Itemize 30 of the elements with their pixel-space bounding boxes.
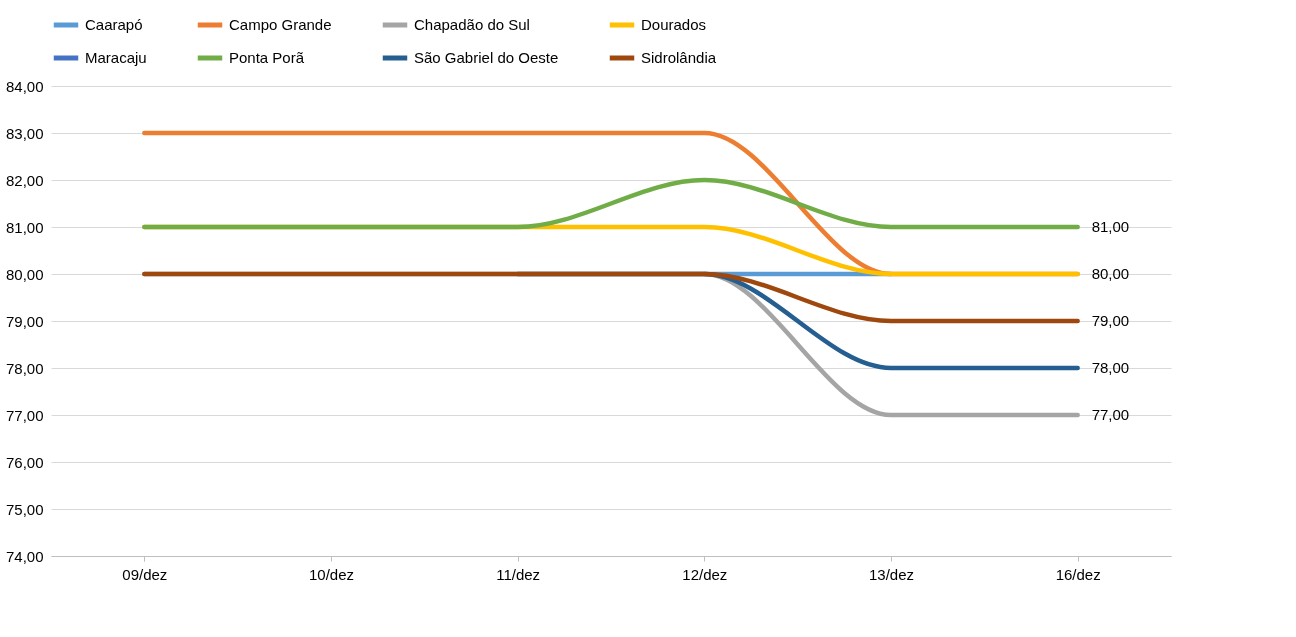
y-tick-label: 74,00 <box>5 547 44 565</box>
legend-label: Ponta Porã <box>229 49 305 66</box>
data-label: 81,00 <box>1091 218 1130 235</box>
legend-label: São Gabriel do Oeste <box>414 49 559 66</box>
x-tick-label: 09/dez <box>122 565 168 583</box>
data-label: 79,00 <box>1091 312 1130 329</box>
y-tick-label: 78,00 <box>5 359 44 377</box>
x-tick-label: 11/dez <box>496 565 541 583</box>
y-tick-label: 84,00 <box>5 77 44 95</box>
legend-label: Sidrolândia <box>641 49 717 66</box>
legend-label: Dourados <box>641 16 707 33</box>
legend-label: Caarapó <box>85 16 143 33</box>
x-tick-label: 13/dez <box>868 565 915 583</box>
y-tick-label: 75,00 <box>5 500 44 518</box>
x-tick-label: 12/dez <box>682 565 728 583</box>
y-tick-label: 82,00 <box>5 171 44 189</box>
y-tick-label: 77,00 <box>5 406 44 424</box>
legend-label: Maracaju <box>85 49 147 66</box>
data-label: 78,00 <box>1091 359 1130 376</box>
y-tick-label: 81,00 <box>5 218 44 236</box>
data-label: 80,00 <box>1091 265 1130 282</box>
data-label: 77,00 <box>1091 406 1130 423</box>
x-tick-label: 16/dez <box>1055 565 1101 583</box>
x-tick-label: 10/dez <box>308 565 355 583</box>
y-tick-label: 83,00 <box>5 124 44 142</box>
legend-label: Chapadão do Sul <box>414 16 530 33</box>
y-tick-label: 76,00 <box>5 453 44 471</box>
legend-label: Campo Grande <box>229 16 332 33</box>
y-tick-label: 79,00 <box>5 312 44 330</box>
y-tick-label: 80,00 <box>5 265 44 283</box>
